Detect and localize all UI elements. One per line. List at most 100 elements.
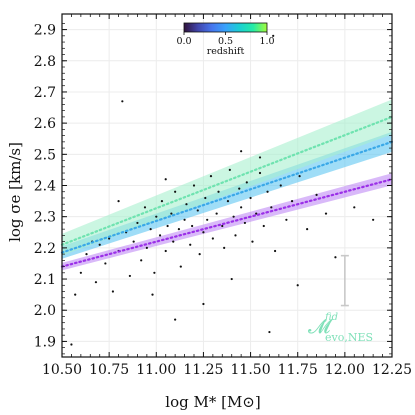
scatter-point bbox=[285, 218, 288, 221]
axis-ticks bbox=[61, 14, 393, 357]
scatter-point bbox=[211, 237, 214, 240]
scatter-point bbox=[258, 156, 262, 159]
scatter-point bbox=[232, 215, 235, 218]
scatter-point bbox=[153, 271, 156, 274]
scatter-point bbox=[111, 290, 115, 293]
relation-bands bbox=[62, 99, 392, 271]
scatter-point bbox=[245, 181, 248, 184]
scatter-point bbox=[334, 256, 337, 259]
colorbar-tick-label: 0.5 bbox=[218, 36, 233, 47]
y-tick-label: 2.6 bbox=[34, 116, 56, 132]
scatter-point bbox=[85, 253, 88, 256]
scatter-point bbox=[273, 249, 277, 253]
x-tick-label: 10.50 bbox=[42, 362, 82, 378]
scatter-point bbox=[324, 212, 328, 215]
annotation-subscript: evo,NES bbox=[325, 331, 373, 344]
scatter-point bbox=[136, 221, 139, 225]
scatter-point bbox=[128, 274, 131, 278]
colorbar-label: redshift bbox=[207, 46, 245, 57]
scatter-point bbox=[243, 221, 247, 225]
scatter-point bbox=[215, 212, 218, 215]
y-tick-label: 2.7 bbox=[34, 85, 56, 101]
scatter-point bbox=[179, 265, 182, 268]
scatter-point bbox=[298, 175, 301, 178]
scatter-point bbox=[177, 228, 181, 231]
y-axis-label: log σe [km/s] bbox=[6, 142, 24, 242]
scatter-point bbox=[132, 240, 135, 243]
scatter-point bbox=[272, 34, 275, 37]
scatter-point bbox=[223, 246, 226, 249]
scatter-point bbox=[240, 150, 243, 153]
scatter-point bbox=[266, 190, 269, 193]
relation-line bbox=[60, 140, 394, 254]
scatter-point bbox=[296, 284, 299, 287]
colorbar: 0.0 0.5 1.0 redshift bbox=[176, 22, 275, 57]
x-tick-label: 12.00 bbox=[325, 362, 365, 378]
scatter-point bbox=[164, 249, 167, 253]
scatter-point bbox=[160, 199, 164, 203]
scatter-point bbox=[174, 190, 177, 193]
colorbar-ticks: 0.0 0.5 1.0 bbox=[176, 32, 275, 47]
scatter-point bbox=[172, 240, 175, 243]
scatter-point bbox=[209, 175, 213, 178]
scatter-point bbox=[143, 206, 147, 209]
y-tick-label: 2.2 bbox=[34, 241, 56, 257]
relation-band bbox=[62, 99, 392, 256]
relation-lines bbox=[60, 115, 394, 268]
scatter-point bbox=[353, 206, 356, 209]
x-tick-label: 11.25 bbox=[183, 362, 223, 378]
scatter-point bbox=[290, 199, 294, 203]
y-tick-labels: 1.9 2.0 2.1 2.2 2.3 2.4 2.5 2.6 2.7 2.8 2.9 bbox=[34, 23, 56, 351]
scatter-point bbox=[230, 277, 233, 281]
scatter-point bbox=[189, 243, 192, 246]
scatter-point bbox=[166, 224, 169, 228]
scatter-point bbox=[174, 318, 177, 321]
scatter-point bbox=[217, 190, 220, 193]
scatter-point bbox=[198, 253, 201, 256]
scatter-point bbox=[74, 293, 77, 296]
scatter-point bbox=[158, 234, 162, 237]
x-tick-label: 11.75 bbox=[278, 362, 318, 378]
scatter-point bbox=[202, 302, 205, 306]
scatter-point bbox=[108, 237, 111, 240]
scatter-point bbox=[164, 178, 167, 181]
x-tick-label: 11.50 bbox=[231, 362, 271, 378]
scatter-point bbox=[79, 271, 82, 274]
scatter-point bbox=[98, 243, 101, 246]
scatter-point bbox=[238, 187, 241, 190]
scatter-point bbox=[306, 228, 309, 231]
relation-line bbox=[60, 178, 394, 268]
y-tick-label: 1.9 bbox=[34, 334, 56, 350]
scatter-point bbox=[258, 171, 262, 175]
scatter-point bbox=[192, 184, 196, 187]
scatter-point bbox=[191, 224, 194, 228]
scatter-point bbox=[249, 196, 252, 200]
colorbar-tick-label: 0.0 bbox=[176, 36, 191, 47]
scatter-point bbox=[228, 168, 231, 172]
scatter-point bbox=[140, 259, 143, 262]
scatter-point bbox=[268, 330, 271, 334]
x-tick-label: 12.25 bbox=[372, 362, 412, 378]
annotation-superscript: fid bbox=[324, 312, 338, 323]
colorbar-tick-label: 1.0 bbox=[259, 36, 274, 47]
relation-line bbox=[60, 115, 394, 246]
x-axis-label: log M* [M⊙] bbox=[165, 393, 260, 411]
scatter-point bbox=[196, 209, 199, 212]
scatter-point bbox=[155, 215, 158, 218]
scatter-point bbox=[270, 206, 273, 209]
y-tick-label: 2.9 bbox=[34, 23, 56, 39]
scatter-point bbox=[70, 343, 73, 346]
y-tick-label: 2.0 bbox=[34, 303, 56, 319]
scatter-point bbox=[183, 218, 186, 221]
annotation-symbol: 𝓜 bbox=[308, 314, 333, 338]
scatter-point bbox=[117, 199, 120, 203]
scatter-point bbox=[185, 203, 188, 206]
scatter-point bbox=[121, 100, 124, 103]
scatter-point bbox=[149, 228, 152, 231]
scatter-point bbox=[240, 206, 243, 209]
y-tick-label: 2.3 bbox=[34, 210, 56, 226]
error-bar bbox=[340, 254, 349, 307]
scatter-point bbox=[315, 193, 318, 196]
y-tick-label: 2.8 bbox=[34, 54, 56, 70]
